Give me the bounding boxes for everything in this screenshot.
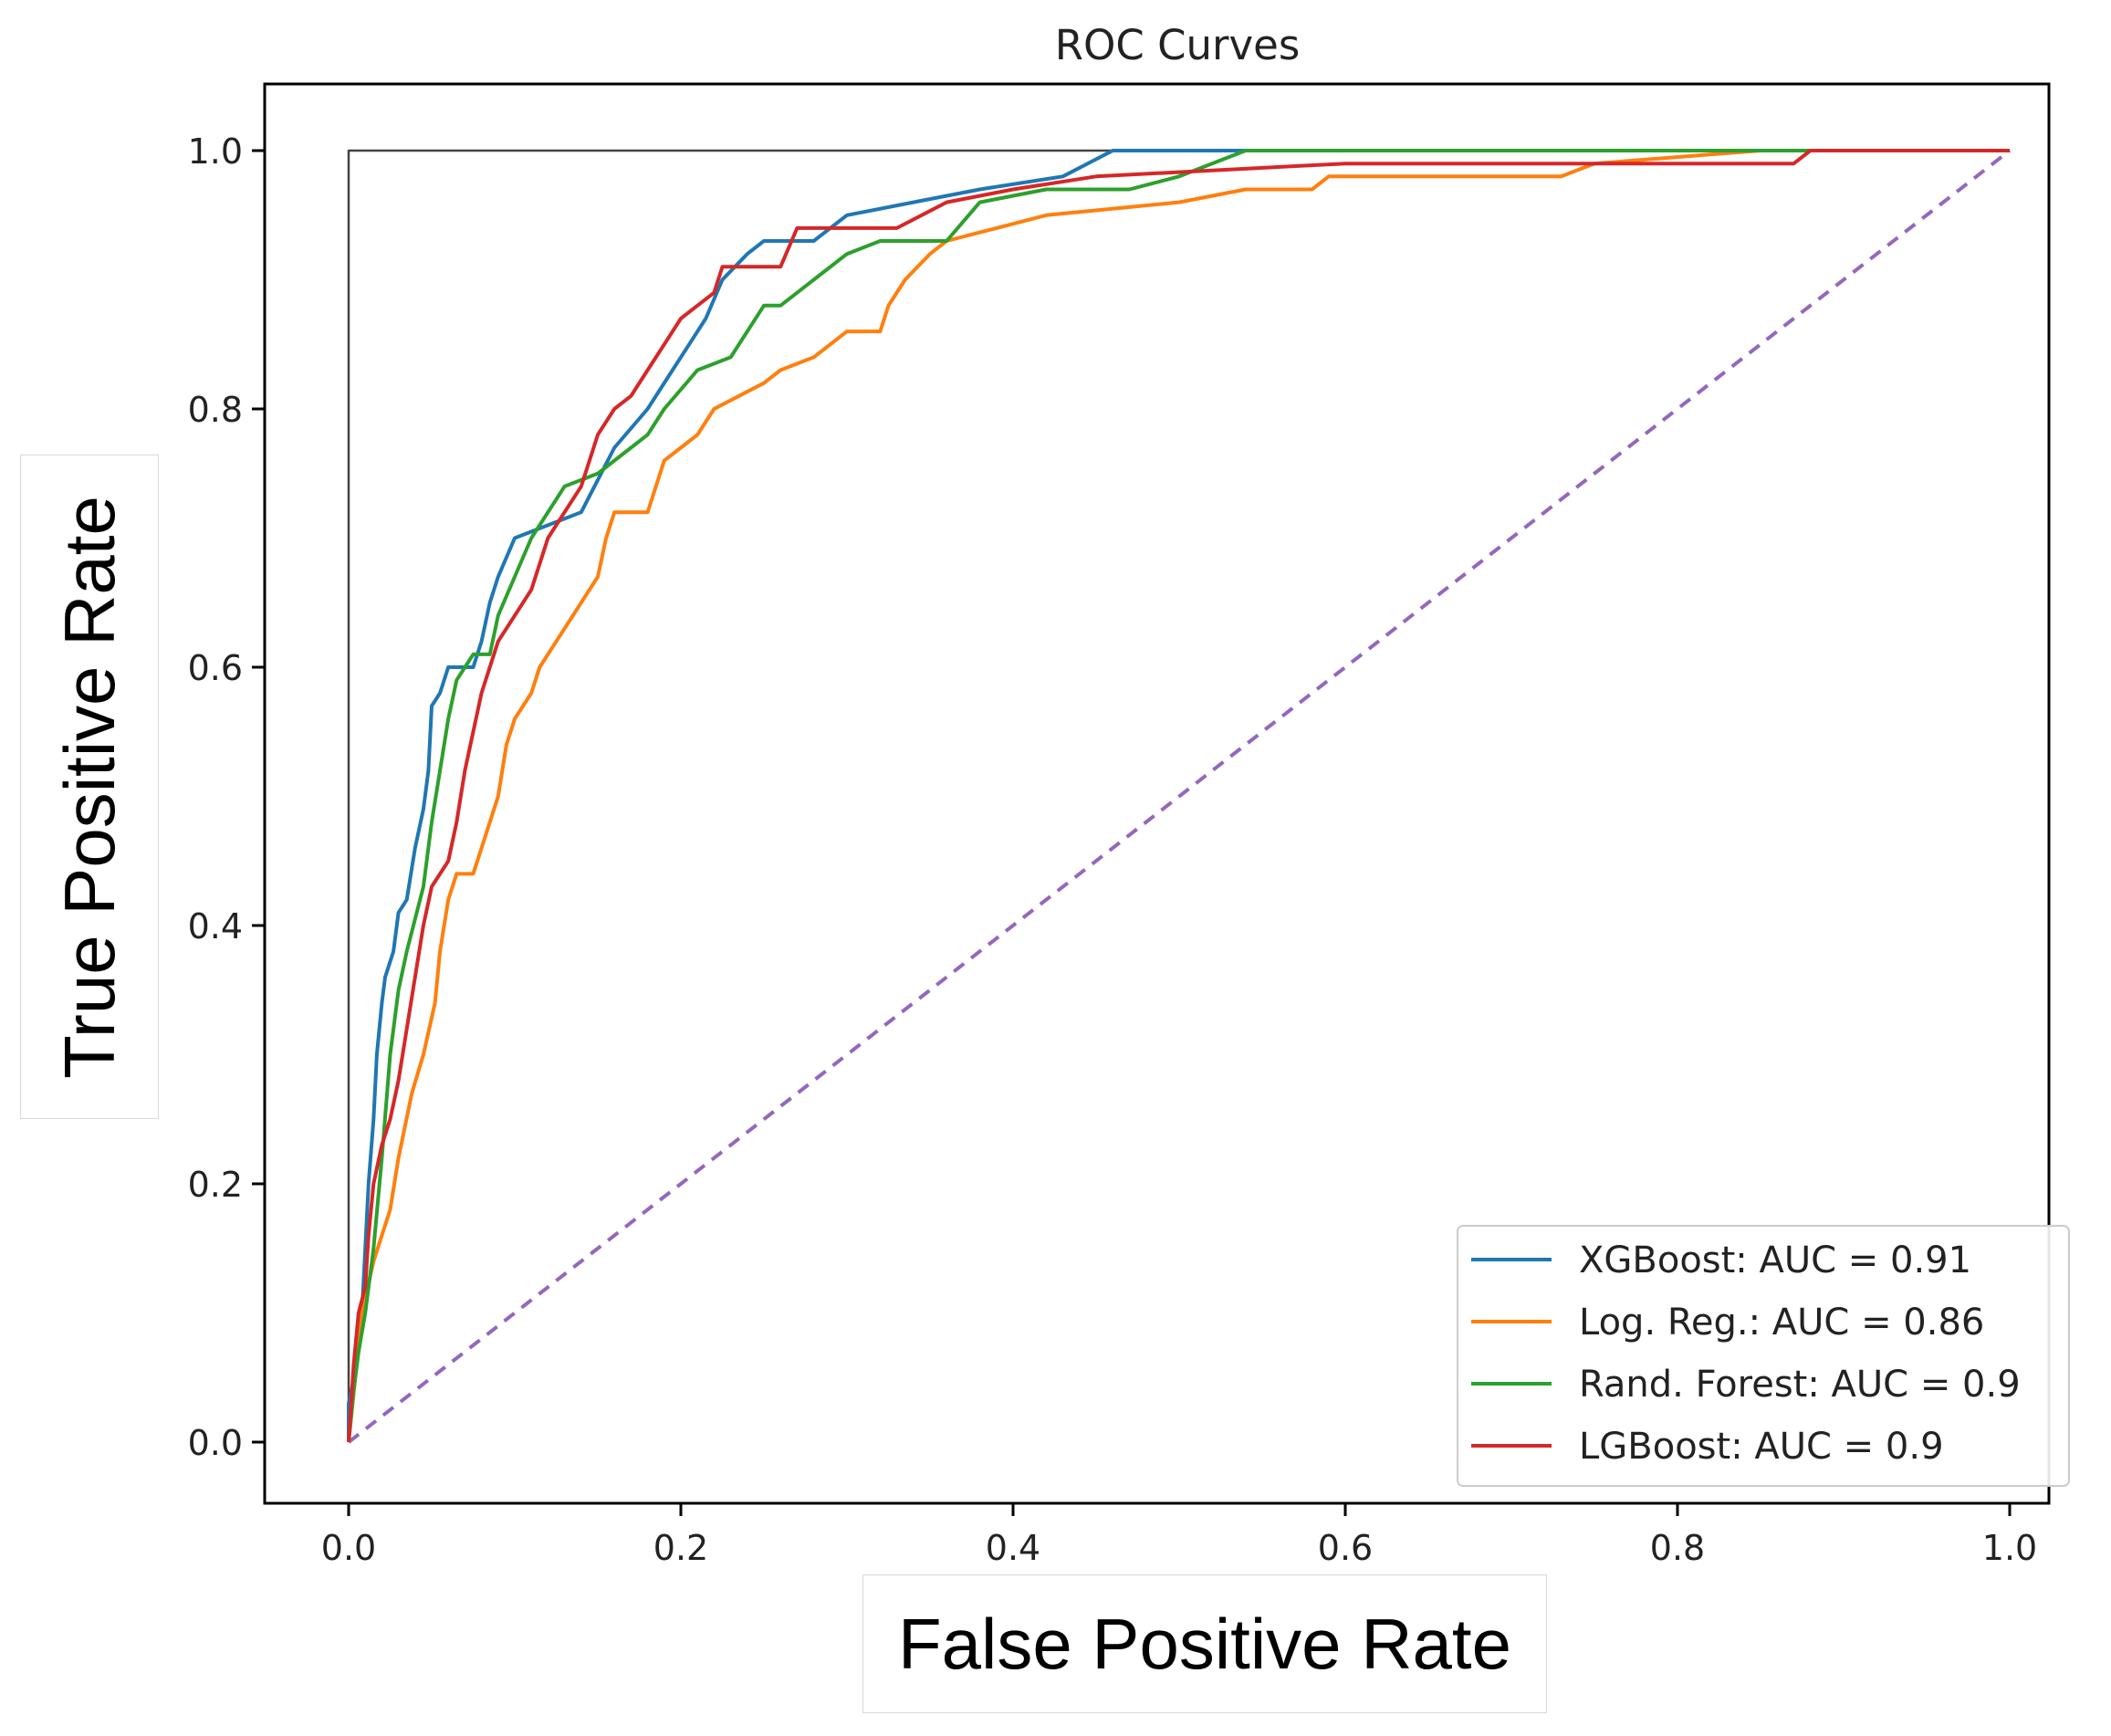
series-layer <box>347 149 2012 1444</box>
legend-box <box>1457 1225 2070 1487</box>
y-tick-label: 0.0 <box>188 1423 243 1463</box>
series-line-rand-forest <box>347 149 2010 1443</box>
legend-entry: Rand. Forest: AUC = 0.9 <box>1579 1364 2021 1406</box>
chart-title: ROC Curves <box>1055 21 1301 69</box>
series-line-log-reg <box>347 149 2010 1443</box>
legend: XGBoost: AUC = 0.91 Log. Reg.: AUC = 0.86… <box>1457 1225 2070 1487</box>
legend-entry: Log. Reg.: AUC = 0.86 <box>1579 1302 1984 1344</box>
y-tick-label: 0.4 <box>188 906 243 946</box>
y-axis-ticks: 0.0 0.2 0.4 0.6 0.8 1.0 <box>188 131 265 1463</box>
legend-entry: XGBoost: AUC = 0.91 <box>1579 1239 1971 1281</box>
x-axis-ticks: 0.0 0.2 0.4 0.6 0.8 1.0 <box>321 1503 2037 1568</box>
series-line-lgboost <box>347 149 2010 1443</box>
y-axis-label-text: True Positive Rate <box>48 495 130 1079</box>
legend-entry: LGBoost: AUC = 0.9 <box>1579 1426 1944 1468</box>
x-tick-label: 0.2 <box>653 1528 708 1568</box>
x-axis-label: False Positive Rate <box>862 1574 1547 1713</box>
series-line-xgboost <box>347 149 2010 1442</box>
y-axis-label: True Positive Rate <box>20 455 159 1119</box>
x-tick-label: 0.4 <box>986 1528 1040 1568</box>
x-tick-label: 0.6 <box>1318 1528 1373 1568</box>
x-tick-label: 0.0 <box>321 1528 376 1568</box>
x-tick-label: 1.0 <box>1982 1528 2037 1568</box>
chance-diagonal-line <box>347 149 2012 1444</box>
plot-frame <box>263 82 2051 1505</box>
y-tick-label: 0.6 <box>188 648 243 688</box>
y-tick-label: 1.0 <box>188 131 243 172</box>
y-tick-label: 0.8 <box>188 390 243 430</box>
x-tick-label: 0.8 <box>1650 1528 1705 1568</box>
x-axis-label-text: False Positive Rate <box>898 1603 1511 1684</box>
y-tick-label: 0.2 <box>188 1165 243 1205</box>
